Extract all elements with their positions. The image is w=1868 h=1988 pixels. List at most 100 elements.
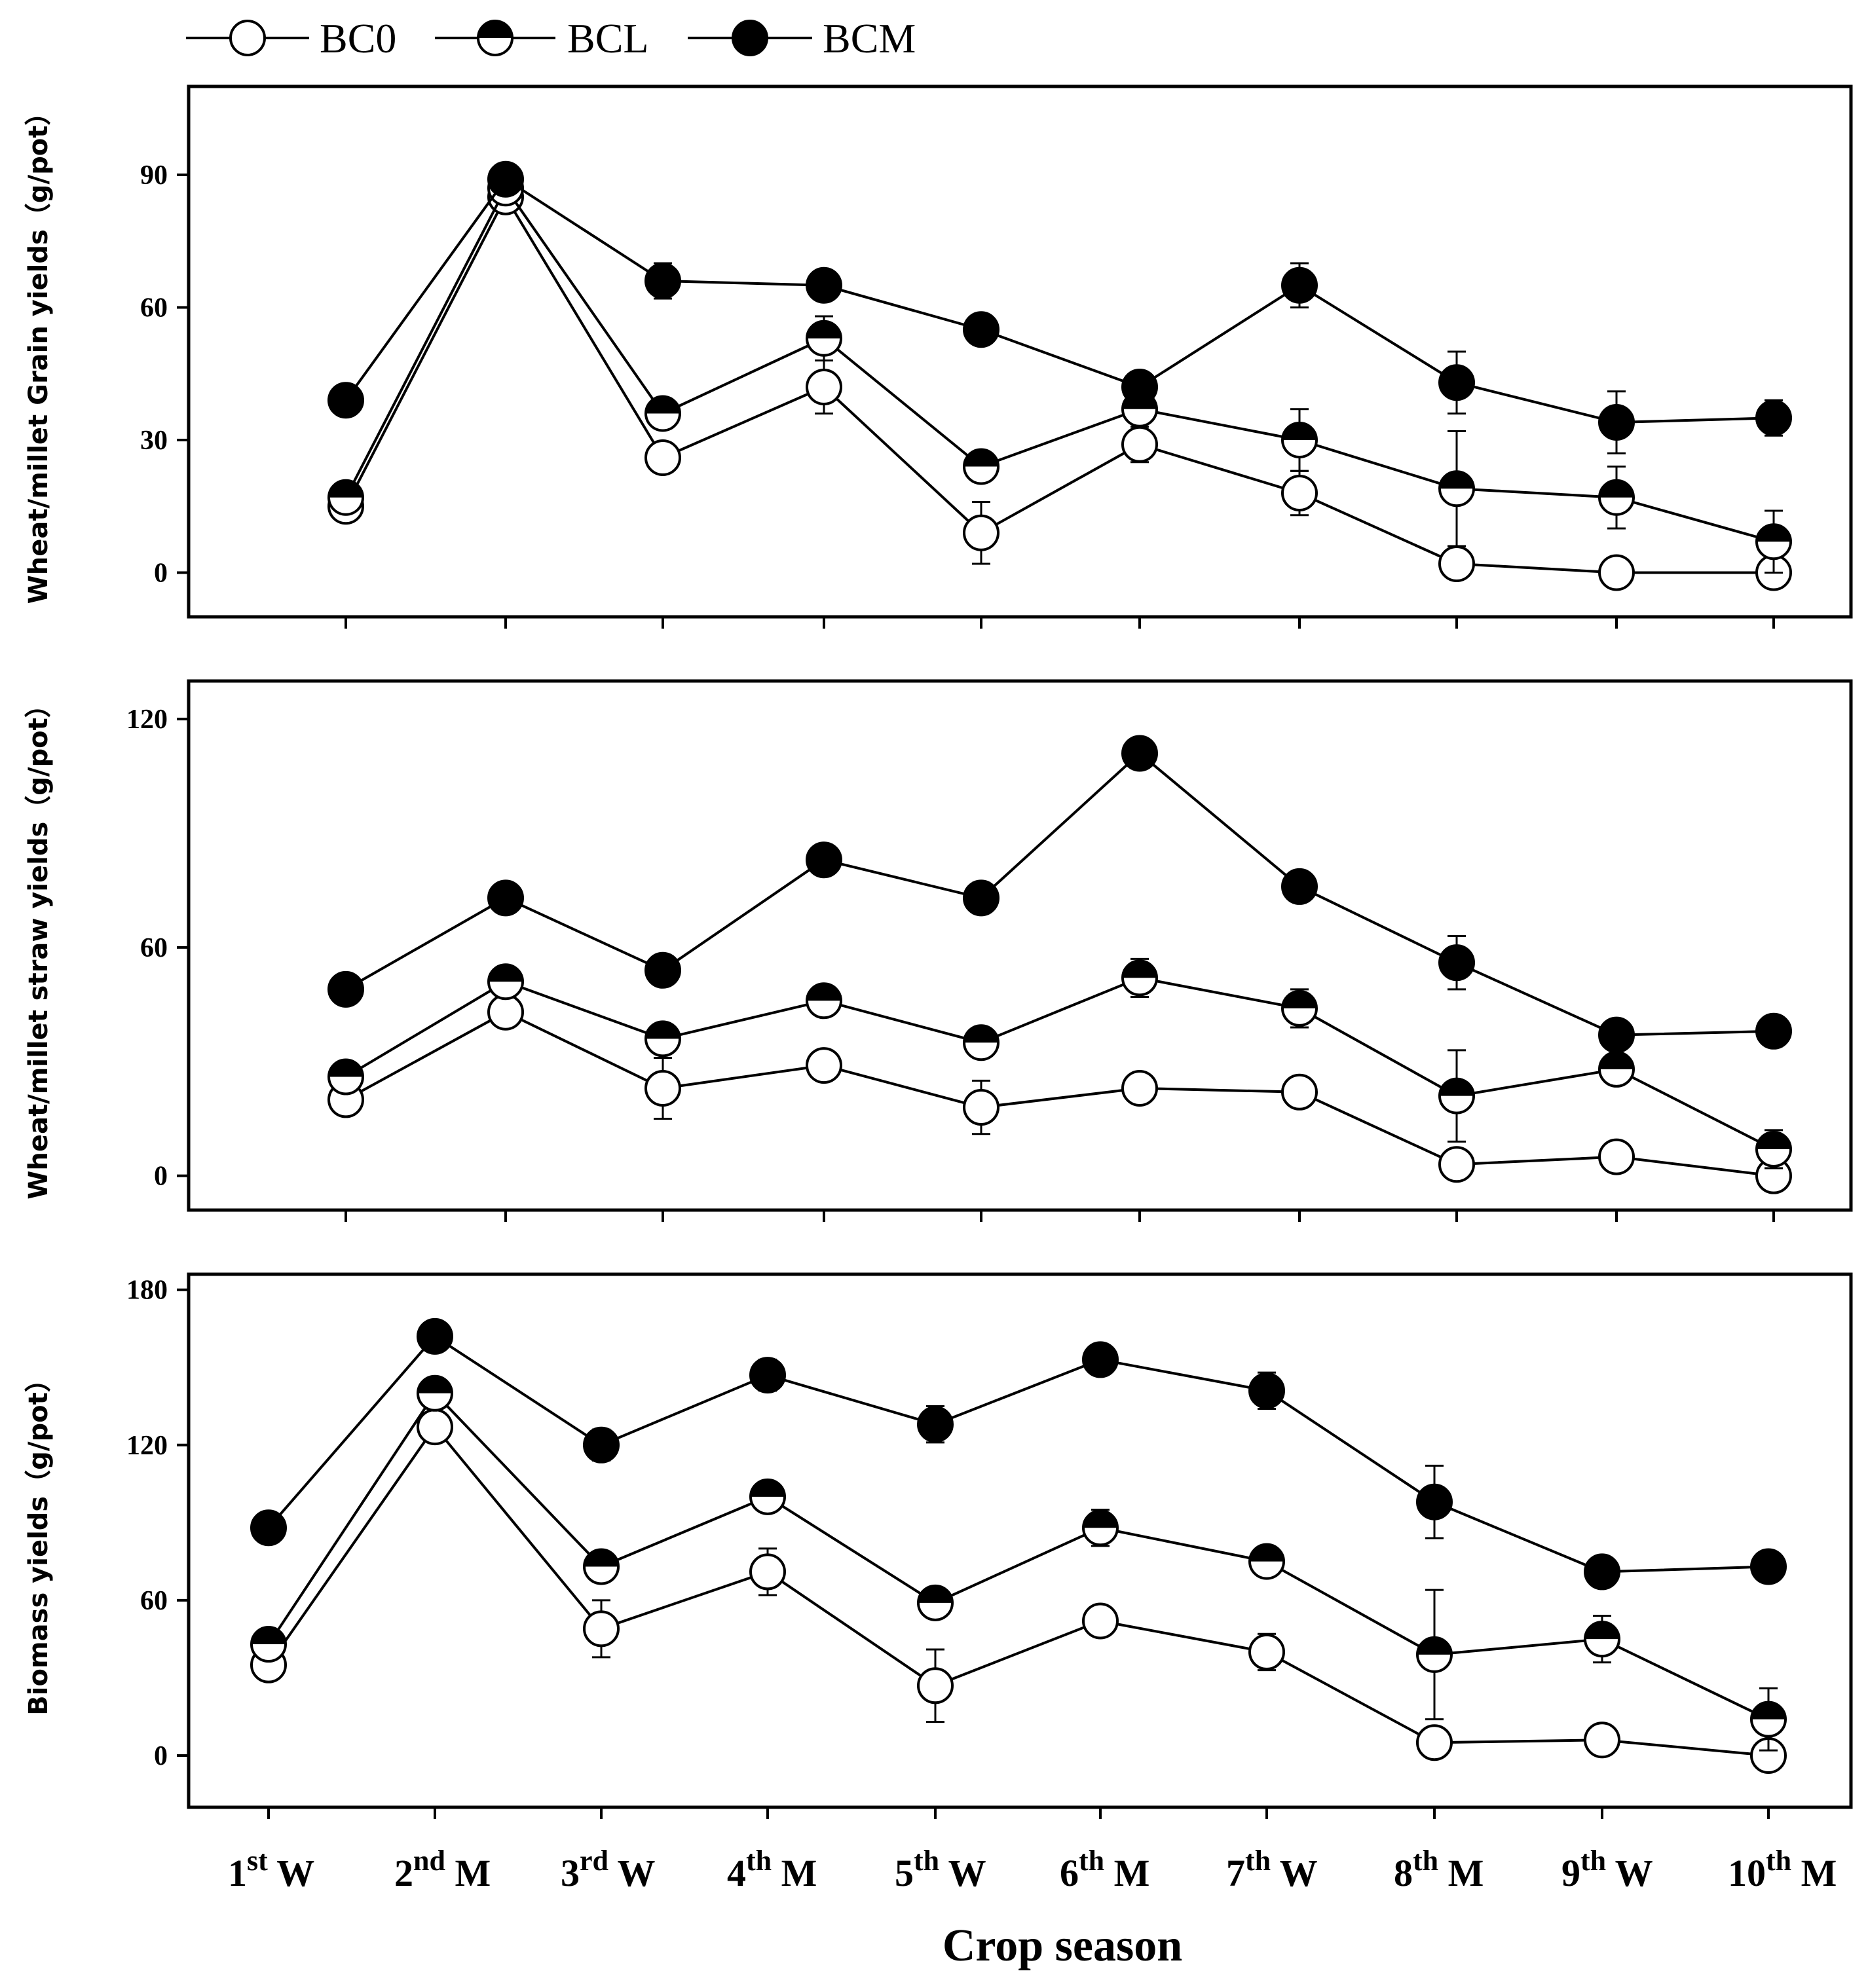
data-point [1121,369,1158,405]
marker-shape [1121,1069,1158,1107]
data-point [917,1406,954,1443]
data-point [417,1408,453,1446]
data-point [1248,1633,1285,1670]
marker-half-fill [1440,471,1474,489]
marker-shape [732,20,768,56]
data-point [644,439,681,476]
series-line [345,177,1774,424]
series-line [267,1424,1769,1757]
marker-shape [229,20,266,56]
series-BCL [250,1374,1787,1752]
series-line [345,185,1774,543]
data-point [1121,1069,1158,1107]
data-point [1598,1138,1635,1175]
data-point [806,369,842,405]
data-point [806,982,842,1020]
marker-shape [1598,404,1635,441]
marker-shape [644,439,681,476]
data-point [749,1553,786,1591]
marker-shape [1584,1553,1620,1591]
x-category-label: 9th W [1561,1845,1653,1894]
y-tick-label: 0 [154,1162,168,1192]
legend-item-BCL: BCL [435,15,648,62]
data-point [487,963,524,1001]
marker-half-fill [918,1585,952,1603]
data-point [1281,475,1318,511]
data-point [1082,1341,1119,1378]
marker-shape [1598,1016,1635,1054]
marker-half-fill [751,1479,785,1497]
data-point [417,1374,453,1412]
marker-half-fill [584,1549,618,1567]
data-point [583,1426,620,1463]
data-point [1598,1016,1635,1054]
plot-frame [187,1272,1853,1809]
y-tick-label: 60 [140,933,168,963]
y-tick-label: 0 [154,559,168,589]
data-point [1281,868,1318,905]
marker-shape [806,369,842,405]
x-category-label: 1st W [228,1845,314,1894]
marker-shape [1438,545,1475,582]
series-BC0 [327,993,1792,1194]
y-tick-label: 0 [154,1741,168,1771]
data-point [749,1478,786,1515]
x-axis-label: Crop season [943,1921,1182,1971]
marker-half-fill [1599,480,1634,498]
data-point [963,1089,999,1126]
marker-half-fill [1599,1052,1634,1069]
data-point [250,1509,287,1547]
marker-shape [917,1406,954,1443]
data-point [963,514,999,551]
x-category-label: 2nd M [394,1845,491,1894]
data-point [327,970,364,1008]
marker-shape [1750,1548,1787,1585]
marker-shape [1598,1138,1635,1175]
marker-half-fill [1250,1544,1284,1562]
x-category-label: 6th M [1060,1845,1149,1894]
data-point [749,1357,786,1394]
data-point [1082,1602,1119,1640]
series-BC0 [250,1408,1787,1774]
x-category-label: 4th M [727,1845,817,1894]
panel-grain: 0 30 60 90 Wheat/millet Grain yields（g/pot） [24,84,1853,629]
marker-shape [1281,1073,1318,1111]
data-point [1438,1077,1475,1114]
marker-shape [487,160,524,198]
marker-shape [963,879,999,917]
data-point [1121,959,1158,997]
marker-half-fill [1440,1078,1474,1096]
y-tick-label: 120 [126,1431,168,1461]
marker-half-fill [1751,1702,1785,1720]
series-BCL [327,957,1792,1169]
data-point [1416,1636,1453,1673]
legend-item-BC0: BC0 [186,15,396,62]
marker-half-fill [807,321,841,339]
data-point [327,479,364,516]
marker-half-fill [1417,1637,1451,1655]
marker-shape [583,1610,620,1647]
marker-half-fill [807,984,841,1001]
data-point [1281,1073,1318,1111]
data-point [963,448,999,485]
data-point [1755,399,1792,437]
data-point [1584,1621,1620,1658]
data-point [806,1047,842,1084]
data-point [1438,364,1475,401]
marker-shape [963,311,999,348]
marker-half-fill [964,1025,998,1043]
data-point [1598,554,1635,591]
marker-shape [487,993,524,1031]
legend-item-BCM: BCM [688,15,916,62]
marker-half-fill [329,480,363,498]
y-tick-label: 30 [140,426,168,456]
data-point [1755,1012,1792,1050]
marker-shape [1248,1372,1285,1409]
x-category-label: 10th M [1728,1845,1837,1894]
marker-shape [1438,1146,1475,1183]
data-point [1121,735,1158,772]
data-point [1248,1543,1285,1580]
series-BCL [327,170,1792,574]
marker-half-fill [252,1627,286,1645]
